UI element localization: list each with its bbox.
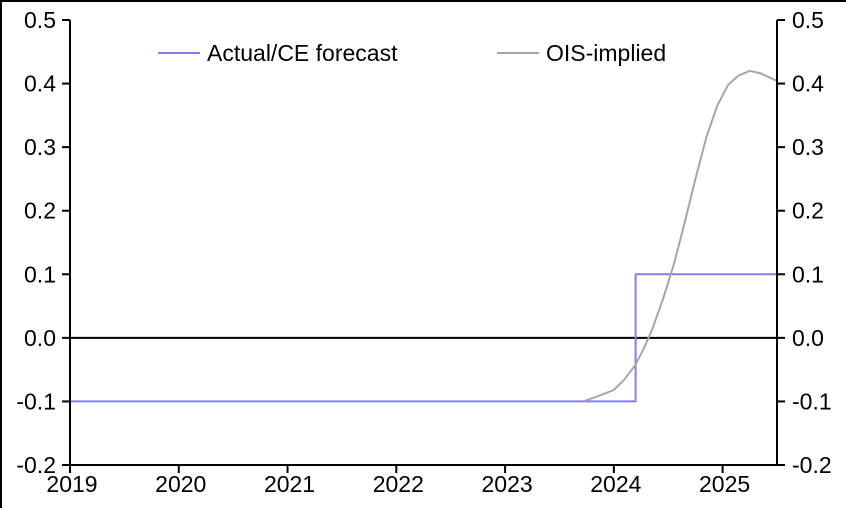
y-tick-label-left: -0.2	[16, 452, 56, 478]
y-tick-label-left: 0.0	[24, 325, 56, 351]
x-tick-label: 2022	[373, 471, 424, 497]
y-tick-label-left: 0.2	[24, 198, 56, 224]
y-tick-label-right: 0.0	[792, 325, 824, 351]
legend-label-ois: OIS-implied	[546, 39, 667, 66]
x-tick-label: 2019	[46, 471, 97, 497]
x-tick-label: 2024	[590, 471, 641, 497]
legend-item-actual-ce-forecast: Actual/CE forecast	[158, 39, 397, 67]
y-tick-label-left: 0.4	[24, 71, 56, 97]
y-tick-label-left: -0.1	[16, 388, 56, 414]
legend-line-sample-ois	[497, 52, 539, 54]
y-tick-label-right: 0.2	[792, 198, 824, 224]
legend-item-ois-implied: OIS-implied	[497, 39, 666, 67]
y-tick-label-right: 0.5	[792, 7, 824, 33]
y-tick-label-right: -0.1	[792, 388, 832, 414]
y-tick-label-right: -0.2	[792, 452, 832, 478]
x-tick-label: 2025	[699, 471, 750, 497]
series-line-actual-ce-forecast	[70, 273, 777, 403]
y-tick-label-right: 0.3	[792, 134, 824, 160]
y-tick-label-left: 0.5	[24, 7, 56, 33]
y-tick-label-right: 0.4	[792, 71, 824, 97]
x-tick-label: 2023	[481, 471, 532, 497]
y-tick-label-left: 0.3	[24, 134, 56, 160]
series-line-ois-implied	[583, 69, 778, 403]
legend-line-sample-actual	[158, 52, 200, 54]
legend-label-actual: Actual/CE forecast	[207, 39, 398, 66]
x-tick-label: 2020	[155, 471, 206, 497]
x-tick-label: 2021	[264, 471, 315, 497]
y-tick-label-left: 0.1	[24, 261, 56, 287]
y-tick-label-right: 0.1	[792, 261, 824, 287]
